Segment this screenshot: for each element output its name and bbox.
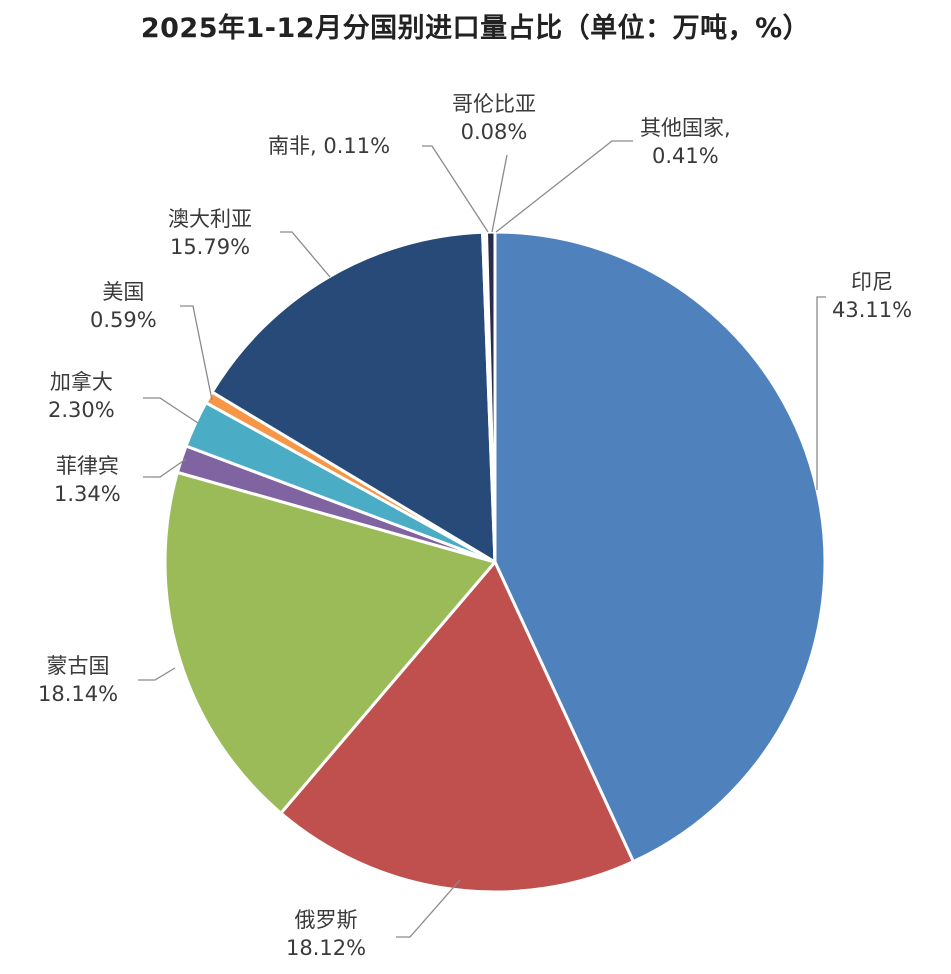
leader-lines: [138, 140, 826, 938]
pie-slice-0: [493, 230, 827, 864]
label-south-africa: 南非, 0.11%: [268, 134, 391, 158]
leader-line-australia: [280, 231, 331, 278]
pie-slice-1: [279, 560, 635, 894]
leader-line-usa: [180, 305, 213, 401]
leader-line-indonesia: [816, 296, 826, 490]
label-australia: 澳大利亚 15.79%: [168, 207, 252, 259]
label-canada: 加拿大 2.30%: [48, 370, 115, 422]
leader-line-canada: [143, 397, 199, 424]
pie-slices: [163, 230, 827, 894]
leader-line-colombia: [491, 154, 508, 233]
label-colombia: 哥伦比亚 0.08%: [452, 92, 536, 144]
label-russia: 俄罗斯 18.12%: [286, 908, 367, 960]
leader-line-russia: [396, 879, 461, 938]
label-mongolia: 蒙古国 18.14%: [38, 654, 119, 706]
leader-line-philippines: [143, 458, 187, 478]
label-philippines: 菲律宾 1.34%: [54, 454, 121, 506]
pie-slice-6: [210, 230, 497, 564]
pie-slice-9: [485, 230, 497, 564]
label-others: 其他国家, 0.41%: [640, 116, 731, 168]
label-usa: 美国 0.59%: [90, 280, 157, 332]
leader-line-mongolia: [138, 667, 176, 681]
leader-line-south-africa: [422, 145, 489, 233]
leader-line-others: [495, 140, 633, 233]
pie-slice-2: [163, 470, 497, 815]
label-indonesia: 印尼 43.11%: [832, 270, 913, 322]
chart-title: 2025年1-12月分国别进口量占比（单位：万吨，%）: [140, 13, 811, 44]
